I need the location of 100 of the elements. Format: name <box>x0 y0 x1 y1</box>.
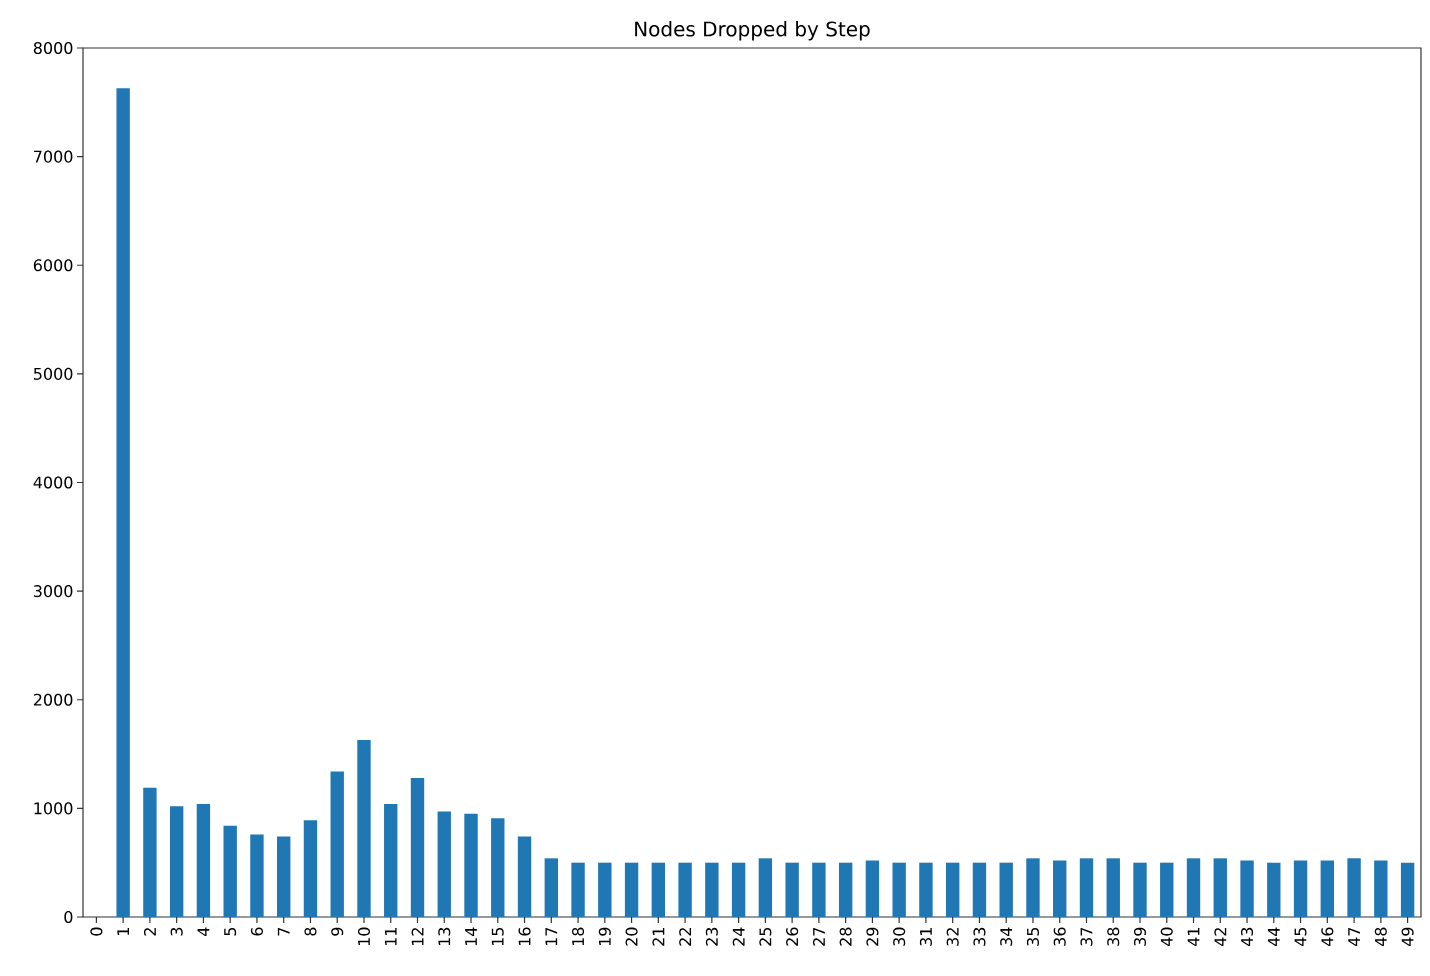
bar <box>624 862 639 917</box>
bar <box>303 820 318 917</box>
x-tick-label: 41 <box>1187 928 1200 947</box>
x-tick-label: 24 <box>732 927 745 946</box>
bar <box>410 777 425 917</box>
x-tick-label: 8 <box>304 927 317 936</box>
x-tick-label: 5 <box>224 927 237 936</box>
x-tick-label: 22 <box>679 928 692 946</box>
bar <box>838 862 853 917</box>
bar <box>196 804 211 917</box>
x-tick-label: 17 <box>545 927 558 946</box>
bar <box>919 862 933 917</box>
x-tick-label: 6 <box>250 927 263 936</box>
x-tick-label: 11 <box>384 928 397 946</box>
bar <box>491 818 505 917</box>
bar <box>1186 858 1201 917</box>
x-tick-label: 47 <box>1348 927 1360 947</box>
x-tick-label: 30 <box>893 927 906 946</box>
bar <box>705 862 719 917</box>
x-tick-label: 2 <box>143 928 156 936</box>
x-tick-label: 35 <box>1026 927 1040 946</box>
bar <box>1160 862 1174 917</box>
x-tick-label: 13 <box>438 927 451 946</box>
x-tick-label: 46 <box>1321 927 1334 947</box>
bar <box>731 862 746 917</box>
bar <box>1213 858 1227 917</box>
x-tick-label: 14 <box>465 927 477 946</box>
x-tick-label: 16 <box>518 927 531 946</box>
bar <box>1374 860 1388 917</box>
y-tick-label: 0 <box>64 910 73 924</box>
bar <box>277 836 291 917</box>
x-tick-label: 37 <box>1080 927 1093 946</box>
x-tick-label: 25 <box>759 927 772 946</box>
bar <box>330 771 344 917</box>
bar <box>517 836 532 917</box>
y-tick-label: 5000 <box>33 367 73 380</box>
x-tick-label: 42 <box>1214 928 1227 947</box>
x-tick-label: 1 <box>117 927 129 935</box>
bar <box>678 862 692 917</box>
bar <box>1053 860 1067 917</box>
x-tick-label: 4 <box>197 927 210 936</box>
x-tick-label: 19 <box>598 927 611 946</box>
bar <box>1079 858 1094 917</box>
y-tick-label: 3000 <box>33 585 73 598</box>
bar <box>143 787 157 917</box>
bar <box>1347 858 1361 917</box>
bar <box>1267 862 1281 917</box>
y-tick-label: 6000 <box>33 259 73 272</box>
y-tick-label: 2000 <box>33 693 73 706</box>
x-tick-label: 18 <box>572 927 585 946</box>
chart-title: Nodes Dropped by Step <box>635 21 870 41</box>
x-tick-label: 44 <box>1267 927 1280 947</box>
bar <box>892 862 906 917</box>
x-tick-label: 36 <box>1053 927 1066 946</box>
x-tick-label: 12 <box>411 928 424 946</box>
bar <box>812 862 826 917</box>
bar <box>437 811 451 917</box>
x-tick-label: 3 <box>170 927 183 936</box>
bar <box>999 862 1013 917</box>
bar <box>651 862 666 917</box>
x-tick-label: 45 <box>1294 927 1307 947</box>
x-tick-label: 9 <box>331 927 344 936</box>
bar <box>758 858 773 917</box>
bar <box>116 88 130 917</box>
x-tick-label: 7 <box>277 927 290 936</box>
bar <box>250 834 264 917</box>
bar <box>223 825 237 917</box>
x-tick-label: 28 <box>839 927 852 946</box>
y-tick-label: 8000 <box>33 41 73 55</box>
x-tick-label: 21 <box>652 928 665 946</box>
x-tick-label: 34 <box>1000 927 1013 946</box>
x-tick-label: 33 <box>973 927 986 946</box>
bar <box>1293 860 1308 917</box>
x-tick-label: 27 <box>812 927 825 946</box>
bar <box>571 862 585 917</box>
x-tick-label: 15 <box>491 927 504 946</box>
x-tick-label: 39 <box>1133 927 1147 946</box>
bar <box>1320 860 1335 917</box>
y-tick-label: 1000 <box>34 802 73 815</box>
bar <box>598 862 612 917</box>
x-tick-label: 43 <box>1240 927 1254 947</box>
x-tick-label: 40 <box>1160 927 1173 947</box>
bar <box>464 813 478 917</box>
bar <box>544 858 558 917</box>
bar <box>357 739 371 917</box>
x-tick-label: 20 <box>625 927 638 946</box>
bar <box>384 804 398 917</box>
bar <box>972 862 987 917</box>
x-tick-label: 26 <box>786 927 799 946</box>
y-tick-label: 7000 <box>34 150 73 163</box>
x-tick-label: 32 <box>946 928 959 946</box>
x-tick-label: 49 <box>1401 927 1414 947</box>
bar <box>946 862 960 917</box>
y-tick-label: 4000 <box>33 476 73 489</box>
x-tick-label: 29 <box>866 927 879 946</box>
bar <box>865 860 880 917</box>
x-tick-label: 48 <box>1374 927 1387 947</box>
bar <box>1240 860 1254 917</box>
x-tick-label: 23 <box>705 927 718 946</box>
bar <box>1106 858 1120 917</box>
